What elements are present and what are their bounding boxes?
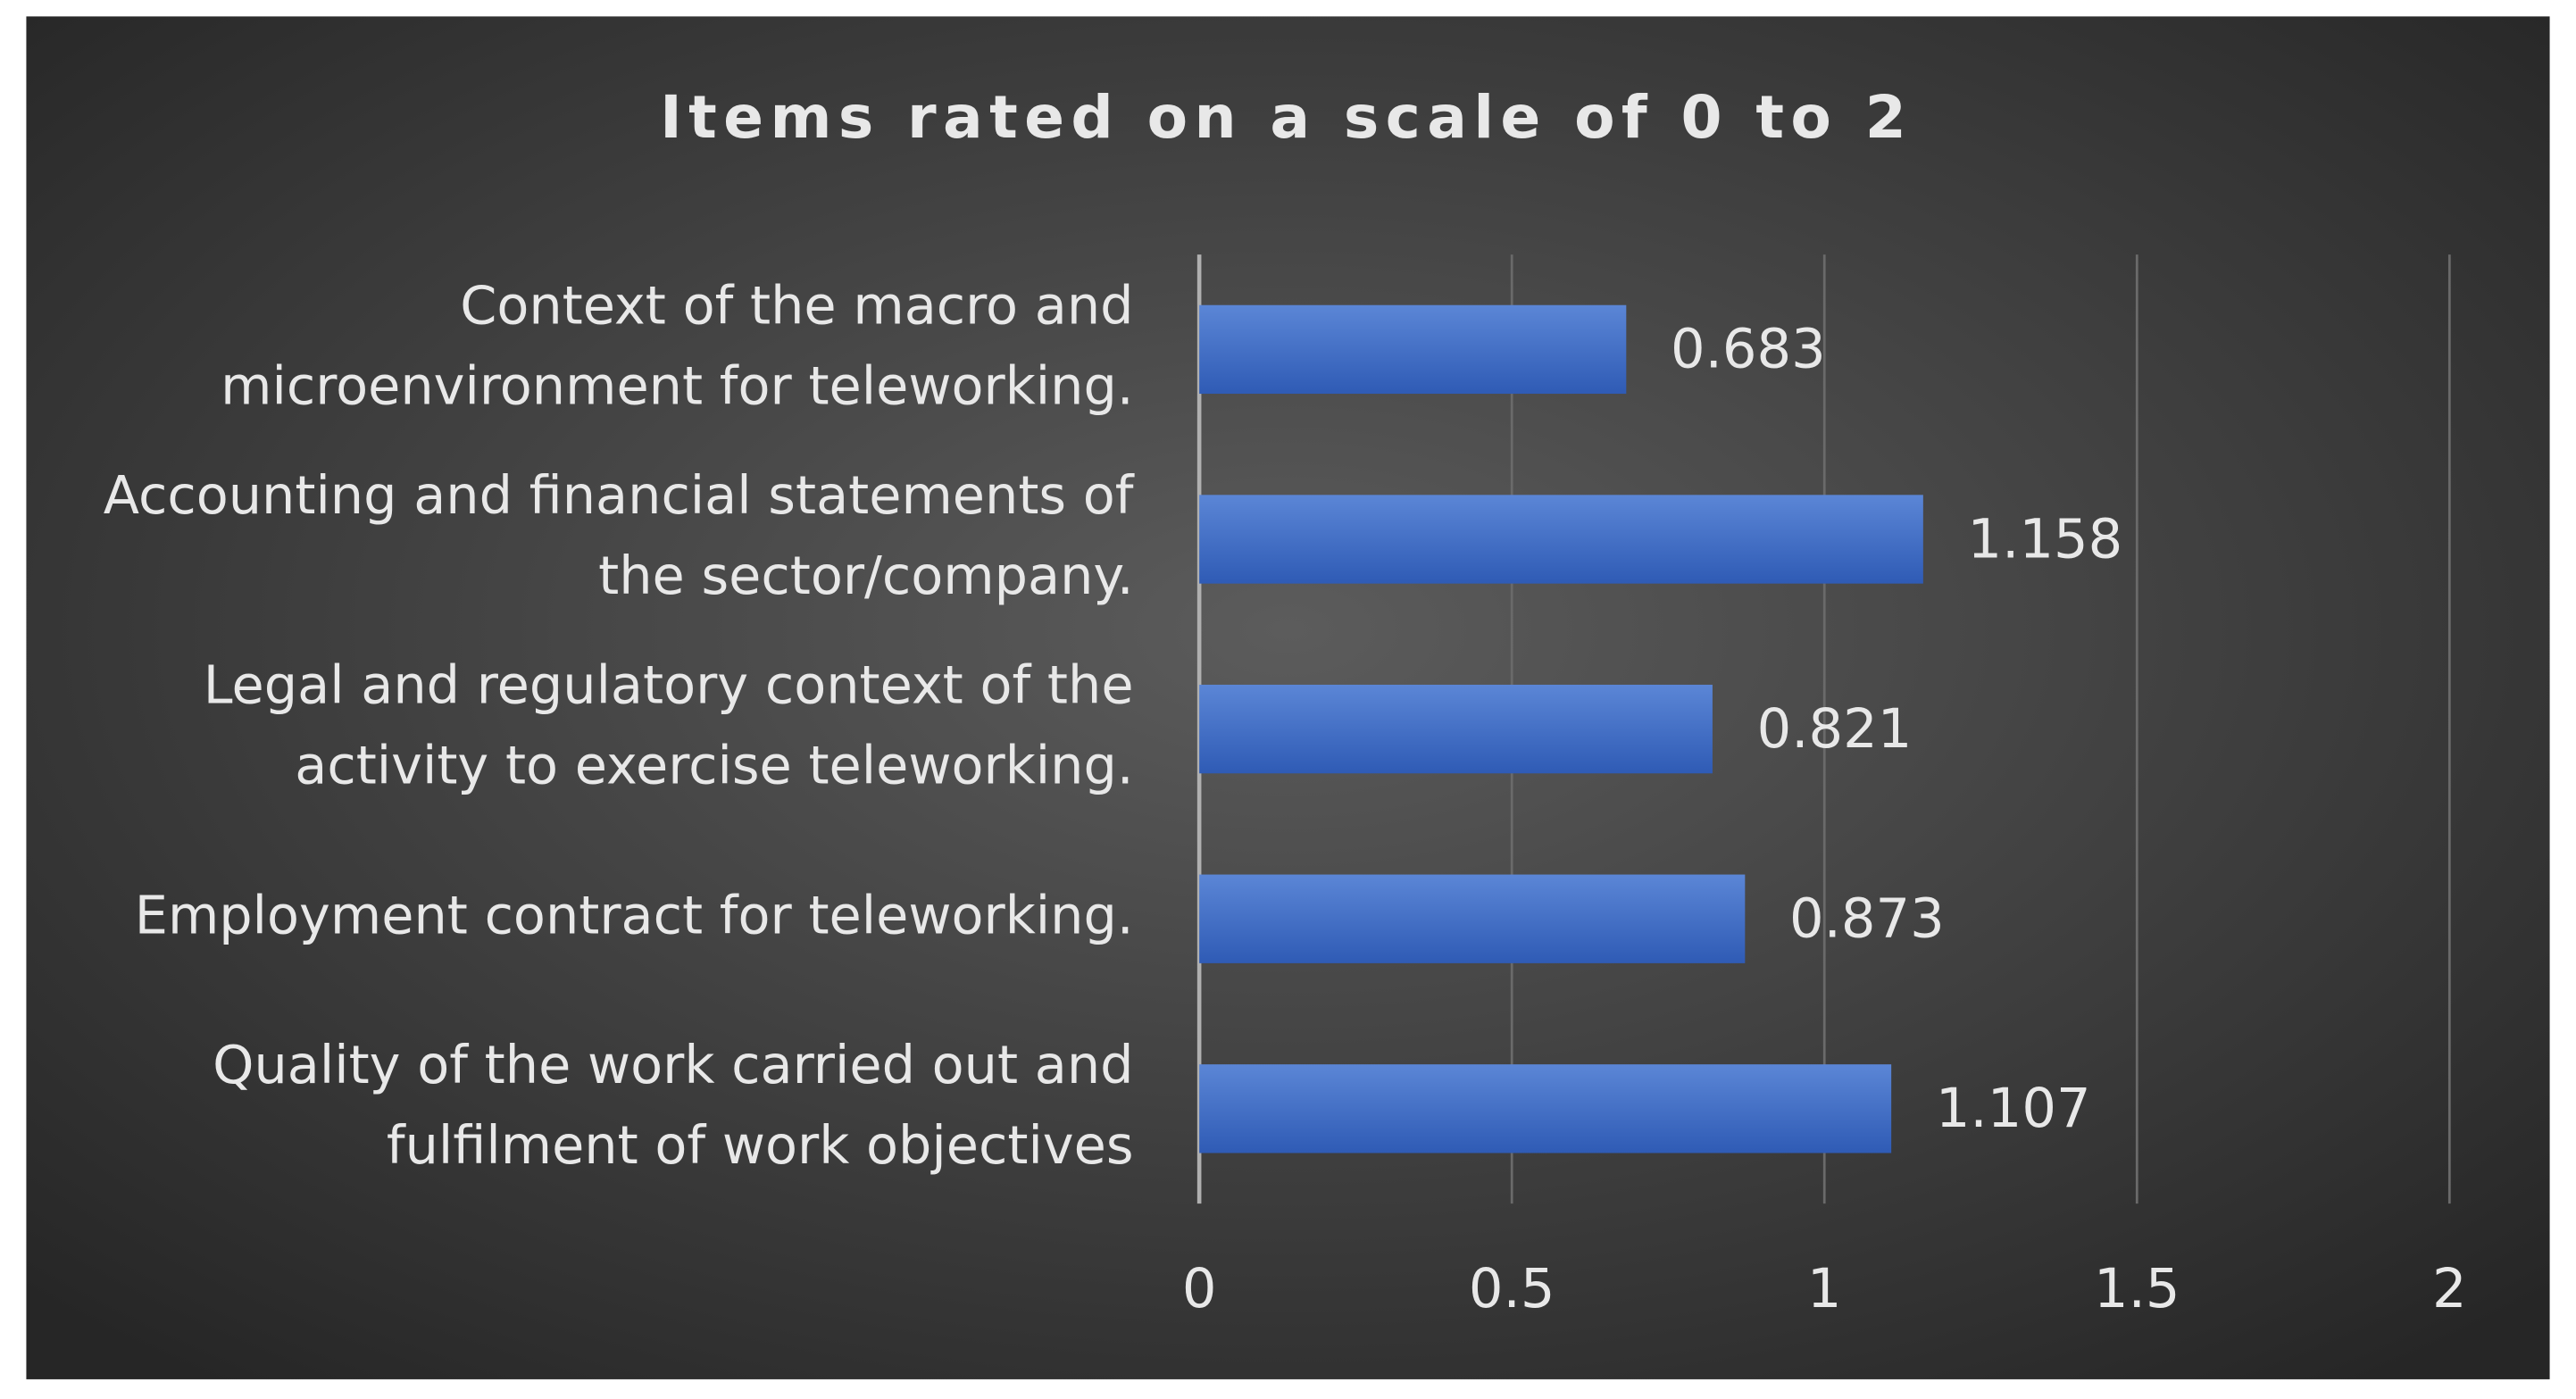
value-label: 0.821 <box>1757 698 1913 761</box>
y-tick-label: Employment contract for teleworking. <box>135 884 1134 945</box>
bar <box>1199 874 1746 963</box>
bar <box>1199 304 1627 395</box>
x-tick-label: 0.5 <box>1469 1258 1555 1320</box>
chart-title: Items rated on a scale of 0 to 2 <box>660 83 1913 152</box>
value-label: 1.107 <box>1936 1078 2091 1140</box>
x-tick-label: 2 <box>2432 1258 2467 1320</box>
bar <box>1199 1064 1892 1153</box>
x-tick-label: 1 <box>1807 1258 1842 1320</box>
y-tick-label: Context of the macro and microenvironment… <box>221 274 1133 416</box>
value-label: 0.873 <box>1789 887 1945 950</box>
value-label: 0.683 <box>1671 319 1826 381</box>
value-label: 1.158 <box>1968 508 2123 570</box>
y-tick-label: Quality of the work carried out and fulfi… <box>213 1034 1133 1176</box>
y-tick-label: Legal and regulatory context of the activ… <box>204 654 1134 796</box>
x-tick-label: 0 <box>1182 1258 1217 1320</box>
y-tick-label: Accounting and financial statements of th… <box>104 464 1135 606</box>
bar <box>1199 495 1923 584</box>
x-tick-label: 1.5 <box>2094 1258 2180 1320</box>
bar <box>1199 684 1713 774</box>
